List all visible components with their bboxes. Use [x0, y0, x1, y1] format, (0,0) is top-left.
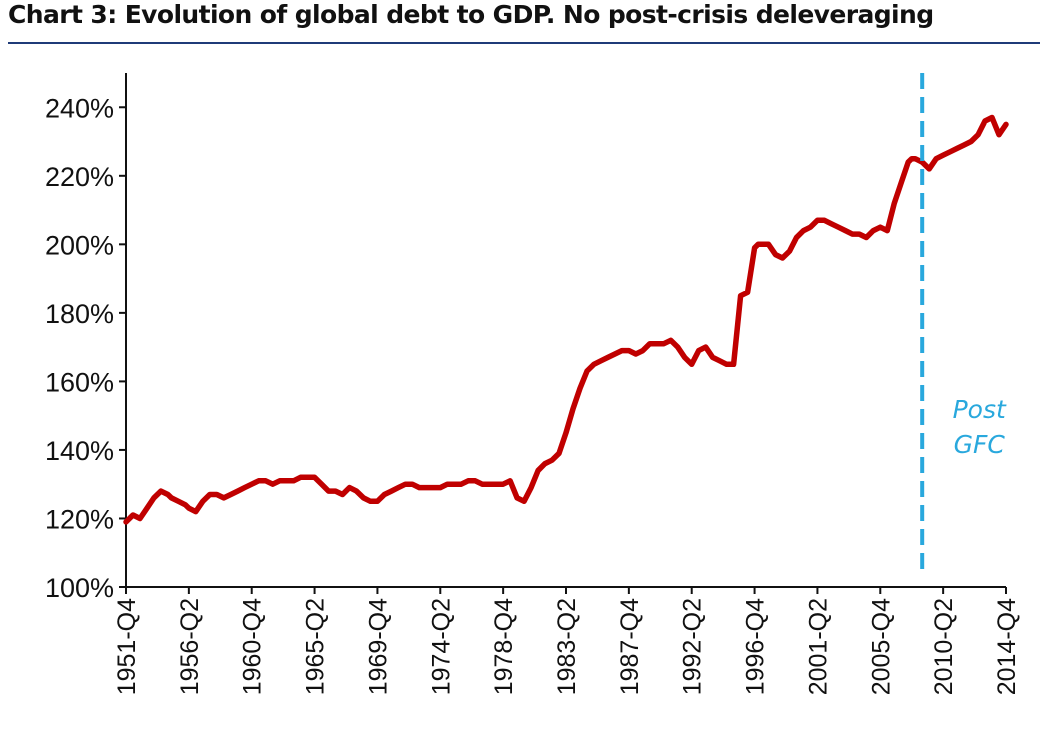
x-tick-label: 1996-Q4: [742, 598, 770, 695]
x-tick-label: 1956-Q2: [176, 598, 204, 695]
x-tick-label: 2005-Q4: [867, 598, 895, 695]
x-tick-label: 1987-Q4: [616, 598, 644, 695]
x-tick-label: 2014-Q4: [993, 598, 1021, 695]
title-rule: [8, 42, 1040, 44]
y-tick-label: 160%: [45, 367, 114, 397]
series-layer: [123, 114, 1009, 525]
x-tick-label: 1992-Q2: [679, 598, 707, 695]
x-tick-label: 1951-Q4: [113, 598, 141, 695]
x-tick-label: 1965-Q2: [302, 598, 330, 695]
x-tick-label: 1960-Q4: [239, 598, 267, 695]
chart-title: Chart 3: Evolution of global debt to GDP…: [8, 0, 934, 29]
y-tick-label: 200%: [45, 230, 114, 260]
post-gfc-label: GFC: [954, 430, 1006, 459]
x-tick-label: 2001-Q2: [804, 598, 832, 695]
series-line: [123, 114, 1009, 525]
post-gfc-label: Post: [953, 395, 1007, 424]
x-tick-label: 1974-Q2: [427, 598, 455, 695]
y-tick-label: 120%: [45, 504, 114, 534]
y-tick-label: 240%: [45, 93, 114, 123]
x-tick-label: 1978-Q4: [490, 598, 518, 695]
y-axis: 100% 120% 140% 160% 180% 200% 220% 240%: [45, 73, 127, 603]
y-tick-label: 220%: [45, 162, 114, 192]
x-tick-label: 1983-Q2: [553, 598, 581, 695]
y-tick-label: 180%: [45, 299, 114, 329]
x-axis: 1951-Q4 1956-Q2 1960-Q4 1965-Q2 1969-Q4 1974-…: [113, 586, 1021, 695]
annotation-layer: Post GFC: [920, 73, 1007, 577]
x-tick-label: 2010-Q2: [930, 598, 958, 695]
y-tick-label: 100%: [45, 573, 114, 603]
y-tick-label: 140%: [45, 436, 114, 466]
x-tick-label: 1969-Q4: [364, 598, 392, 695]
